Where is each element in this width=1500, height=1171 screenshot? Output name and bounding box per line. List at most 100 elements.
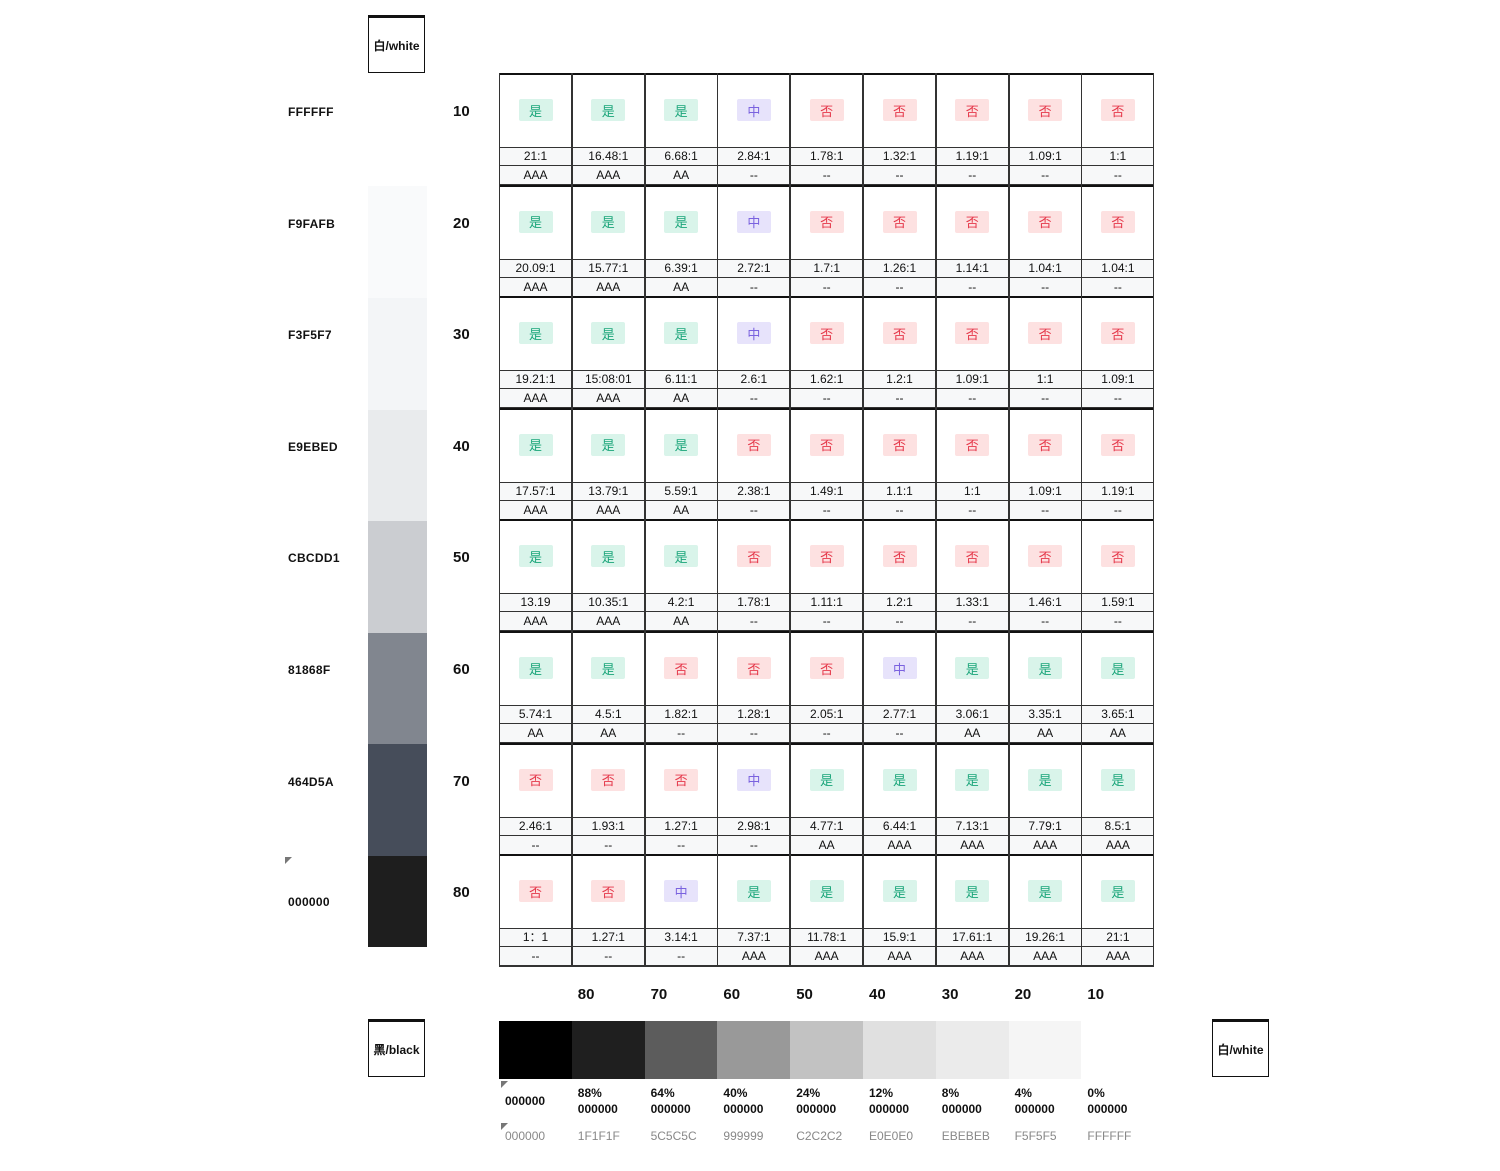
cell-badge-area: 是 [571,296,645,371]
grid-bottom-border [499,966,1154,967]
pass-badge: 中 [736,210,771,233]
wcag-level: -- [717,389,791,409]
cell-badge-area: 是 [571,184,645,259]
contrast-cell: 是 15.9:1 AAA [863,854,936,967]
cell-badge-area: 是 [1081,631,1155,705]
pass-badge: 否 [736,657,771,679]
row-divider [499,296,1154,299]
wcag-level: -- [644,724,718,743]
contrast-ratio: 1.09:1 [1008,147,1082,166]
wcag-level: AAA [935,835,1009,855]
column-number: 60 [723,986,741,1003]
wcag-level: -- [790,277,864,297]
wcag-level: AAA [1008,835,1082,855]
wcag-level: -- [717,835,791,855]
cell-badge-area: 是 [644,73,718,147]
contrast-cell: 是 17.57:1 AAA [499,407,572,520]
cell-badge-area: 否 [571,742,645,817]
contrast-ratio: 5.74:1 [499,705,572,724]
contrast-ratio: 1:1 [935,481,1009,501]
contrast-cell: 否 1.82:1 -- [644,631,718,743]
contrast-ratio: 6.68:1 [644,147,718,166]
pass-badge: 否 [1100,545,1135,568]
contrast-ratio: 10.35:1 [571,593,645,613]
column-hex: 000000 [505,1129,546,1143]
wcag-level: AAA [571,277,645,297]
cell-badge-area: 是 [717,854,791,929]
contrast-cell: 否 1.1:1 -- [863,407,936,520]
column-base-hex: 000000 [505,1094,546,1108]
contrast-ratio: 1.7:1 [790,258,864,278]
contrast-cell: 否 1.09:1 -- [935,296,1009,409]
wcag-level: AA [790,835,864,855]
cell-badge-area: 是 [935,854,1009,929]
contrast-ratio: 13.19 [499,593,572,613]
cell-badge-area: 否 [790,73,864,147]
contrast-ratio: 3.06:1 [935,705,1009,724]
cell-badge-area: 否 [935,296,1009,371]
cell-badge-area: 是 [644,184,718,259]
cell-badge-area: 是 [863,742,936,817]
cell-badge-area: 是 [1008,742,1082,817]
cell-badge-area: 中 [717,742,791,817]
wcag-level: -- [790,166,864,185]
corner-marker-icon [285,857,292,864]
column-percent-block: 0% 000000 [1087,1085,1127,1117]
contrast-ratio: 21:1 [1081,928,1155,948]
contrast-cell: 是 6.11:1 AA [644,296,718,409]
column-swatch [863,1021,937,1079]
contrast-row: 否 1：1 -- 否 1.27:1 -- 中 3.14:1 -- 是 7.37:1 AAA 是 11.78… [499,854,1155,967]
contrast-cell: 否 1.78:1 -- [790,73,864,185]
contrast-cell: 是 15.77:1 AAA [571,184,645,297]
cell-badge-area: 否 [499,854,572,929]
pass-badge: 否 [591,880,626,903]
pass-badge: 否 [809,433,844,456]
pass-badge: 否 [955,210,990,233]
wcag-level: -- [863,166,936,185]
pass-badge: 否 [736,433,771,456]
pass-badge: 是 [518,99,553,121]
pass-badge: 否 [882,545,917,568]
contrast-ratio: 1.26:1 [863,258,936,278]
wcag-level: -- [863,724,936,743]
contrast-cell: 是 11.78:1 AAA [790,854,864,967]
row-swatch [368,186,427,298]
contrast-cell: 否 1.7:1 -- [790,184,864,297]
contrast-cell: 是 19.26:1 AAA [1008,854,1082,967]
cell-badge-area: 是 [571,407,645,482]
contrast-ratio: 1.14:1 [935,258,1009,278]
cell-badge-area: 中 [717,73,791,147]
row-swatch [368,633,427,744]
contrast-cell: 否 1.09:1 -- [1008,73,1082,185]
column-hex: FFFFFF [1087,1129,1132,1143]
column-percent: 40% [723,1086,748,1100]
column-hex: EBEBEB [941,1129,990,1143]
column-base-hex: 000000 [796,1102,837,1116]
contrast-cell: 是 7.13:1 AAA [935,742,1009,855]
wcag-level: -- [935,277,1009,297]
pass-badge: 是 [591,99,626,121]
column-base-hex: 000000 [1087,1102,1128,1116]
contrast-ratio: 16.48:1 [571,147,645,166]
cell-badge-area: 否 [1008,73,1082,147]
cell-badge-area: 否 [935,73,1009,147]
wcag-level: AAA [863,835,936,855]
contrast-ratio: 1.28:1 [717,705,791,724]
wcag-level: AA [935,724,1009,743]
column-hex: F5F5F5 [1014,1129,1057,1143]
contrast-ratio: 1.59:1 [1081,593,1155,613]
contrast-cell: 是 21:1 AAA [499,73,572,185]
contrast-cell: 是 13.19 AAA [499,519,572,632]
wcag-level: AAA [571,612,645,632]
pass-badge: 是 [591,322,626,345]
cell-badge-area: 中 [644,854,718,929]
wcag-level: -- [717,724,791,743]
cell-badge-area: 是 [499,184,572,259]
cell-badge-area: 否 [1008,519,1082,594]
column-base-hex: 000000 [723,1102,764,1116]
cell-badge-area: 是 [644,296,718,371]
cell-badge-area: 是 [1008,854,1082,929]
contrast-ratio: 1.09:1 [1008,481,1082,501]
white-right-label-text: 白/white [1217,1042,1264,1057]
contrast-ratio: 1.82:1 [644,705,718,724]
